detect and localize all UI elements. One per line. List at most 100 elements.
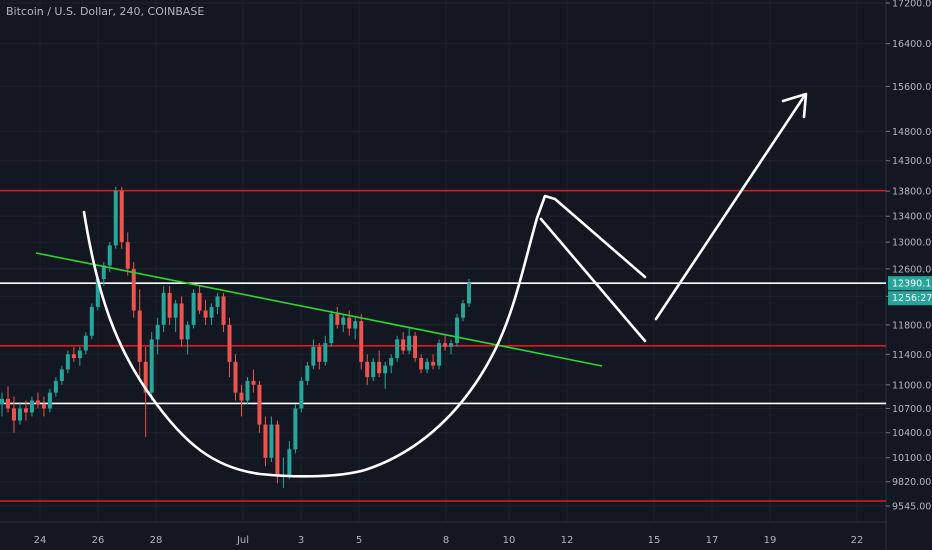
time-axis: 24 26 28 Jul 3 5 8 10 12 15 17 19 22 — [34, 535, 864, 546]
candle-body — [365, 361, 370, 378]
candle-body — [47, 392, 52, 409]
candle-body — [71, 354, 76, 359]
time-tick-label: 15 — [648, 535, 661, 546]
candle-body — [455, 317, 460, 344]
candle-body — [341, 317, 346, 325]
candle-body — [383, 365, 388, 374]
candle-body — [83, 335, 88, 351]
price-tick-label: 10400.00 — [892, 428, 932, 439]
candle-body — [131, 268, 136, 311]
candle-body — [257, 384, 262, 425]
countdown-badge — [888, 291, 932, 306]
candle-body — [41, 404, 46, 409]
pullback-drawing — [539, 217, 647, 343]
price-tick-label: 16400.00 — [892, 39, 932, 50]
candle-body — [239, 392, 244, 401]
price-tick-label: 12600.00 — [892, 264, 932, 275]
price-tick-label: 10100.00 — [892, 453, 932, 464]
candle-body — [335, 314, 340, 325]
candle-body — [413, 335, 418, 359]
candle-body — [191, 292, 196, 325]
candle-body — [233, 361, 238, 393]
candle-body — [305, 365, 310, 381]
candle-body — [221, 296, 226, 325]
candle-body — [227, 324, 232, 362]
candle-body — [143, 361, 148, 393]
candle-body — [35, 400, 40, 405]
candle-body — [461, 303, 466, 318]
candle-body — [323, 343, 328, 362]
candle-body — [119, 191, 124, 243]
price-tick-label: 17200.00 — [892, 0, 932, 10]
candle-body — [371, 361, 376, 378]
candle-body — [77, 350, 82, 359]
candle-body — [173, 303, 178, 318]
price-tick-label: 11400.00 — [892, 350, 932, 361]
candle-body — [317, 346, 322, 362]
candle-body — [125, 242, 130, 269]
candle-body — [95, 279, 100, 307]
candle-body — [167, 292, 172, 318]
exchange-label: COINBASE — [147, 5, 205, 18]
candle-body — [395, 339, 400, 359]
candle-body — [311, 346, 316, 366]
symbol-name: Bitcoin / U.S. Dollar — [6, 5, 113, 18]
price-tick-label: 13800.00 — [892, 187, 932, 198]
candle-body — [161, 292, 166, 325]
price-tick-label: 9820.00 — [892, 477, 931, 488]
time-tick-label: 24 — [34, 535, 47, 546]
countdown-prefix: 12 — [892, 293, 904, 304]
candle-body — [59, 369, 64, 381]
time-tick-label: 5 — [356, 535, 362, 546]
price-tick-label: 11000.00 — [892, 380, 932, 391]
candle-body — [377, 361, 382, 374]
candle-body — [401, 339, 406, 351]
candle-body — [101, 265, 106, 280]
candles — [0, 186, 471, 488]
candle-body — [23, 408, 28, 413]
time-tick-label: Jul — [236, 535, 249, 546]
price-tick-label: 13400.00 — [892, 212, 932, 223]
price-tick-label: 15600.00 — [892, 82, 932, 93]
time-tick-label: 10 — [503, 535, 516, 546]
candle-body — [29, 400, 34, 413]
candle-body — [5, 398, 10, 409]
trendline — [35, 252, 603, 367]
candle-body — [293, 408, 298, 450]
title-sep-1: , — [112, 5, 120, 18]
candle-body — [203, 310, 208, 318]
candle-body — [263, 424, 268, 458]
price-tick-label: 14800.00 — [892, 127, 932, 138]
candle-body — [17, 408, 22, 421]
candle-body — [347, 317, 352, 329]
candle-body — [11, 408, 16, 421]
candle-body — [89, 306, 94, 336]
candle-body — [425, 361, 430, 370]
candle-body — [275, 424, 280, 475]
candle-body — [179, 303, 184, 340]
title-sep-2: , — [140, 5, 148, 18]
time-tick-label: 19 — [764, 535, 777, 546]
candle-body — [185, 324, 190, 340]
time-tick-label: 22 — [851, 535, 864, 546]
projection-arrow-shaft — [654, 93, 807, 321]
candle-body — [0, 398, 4, 405]
candle-body — [449, 343, 454, 347]
candle-body — [437, 343, 442, 366]
interval-label: 240 — [119, 5, 141, 18]
candle-body — [329, 314, 334, 344]
chart-title: Bitcoin / U.S. Dollar, 240, COINBASE — [6, 5, 204, 18]
candle-body — [251, 380, 256, 385]
candle-body — [215, 296, 220, 307]
price-tick-label: 10700.00 — [892, 404, 932, 415]
time-tick-label: 8 — [443, 535, 449, 546]
level-lines — [0, 189, 886, 502]
candle-body — [65, 354, 70, 370]
time-tick-label: 3 — [298, 535, 304, 546]
candle-body — [467, 283, 471, 304]
candle-body — [389, 358, 394, 366]
candle-body — [155, 324, 160, 340]
